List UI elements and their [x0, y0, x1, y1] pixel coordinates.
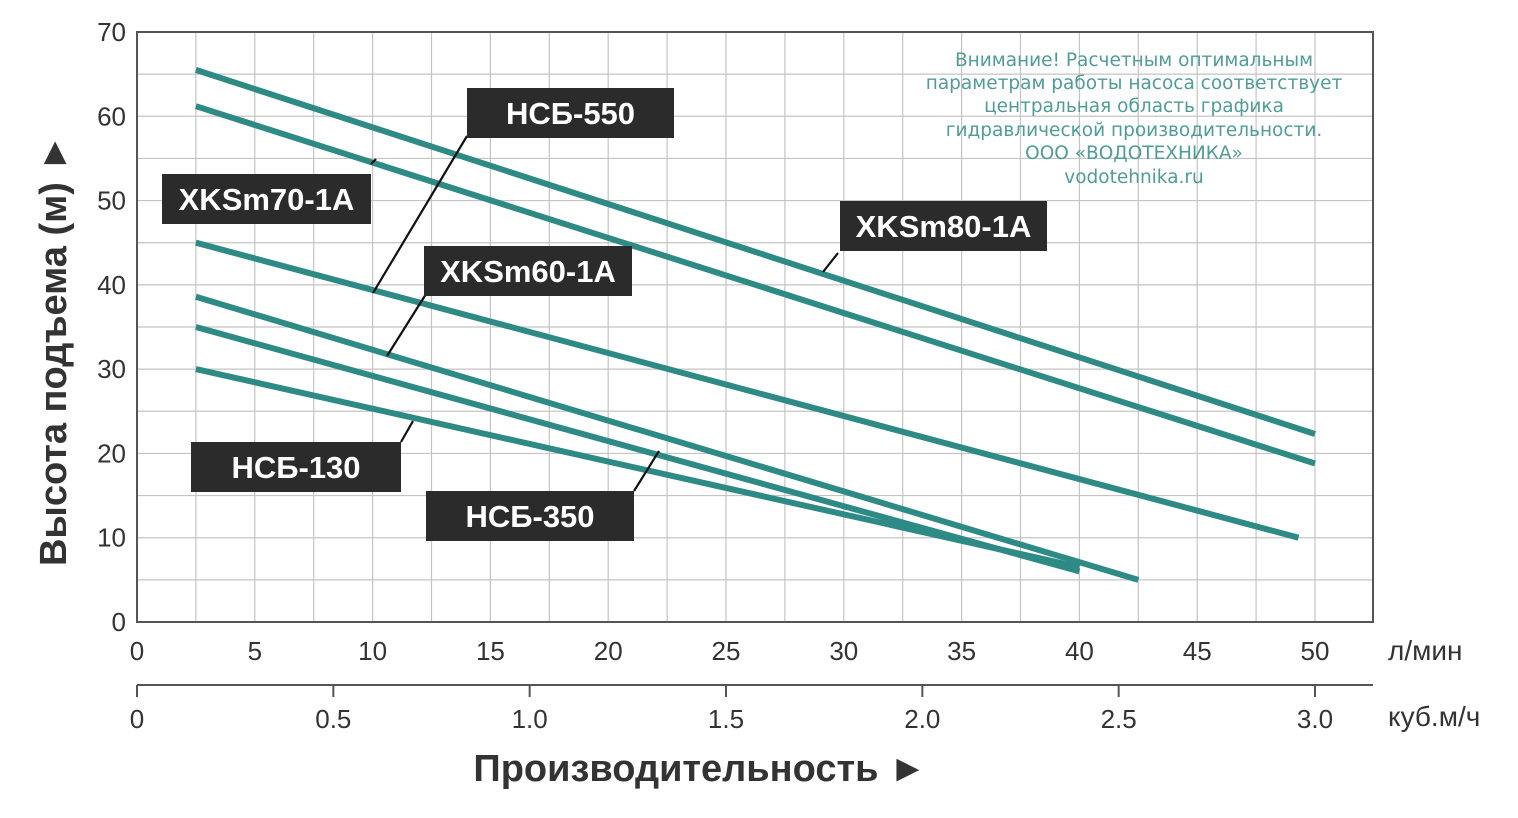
notice-line: ООО «ВОДОТЕХНИКА» — [1025, 143, 1243, 164]
series-line — [195, 293, 1140, 583]
x-tick-label: 35 — [947, 636, 976, 666]
secondary-x-tick-label: 2.5 — [1101, 704, 1137, 734]
series-label: HCБ-130 — [231, 450, 360, 485]
secondary-x-tick-label: 2.0 — [904, 704, 940, 734]
series-line — [195, 366, 1081, 571]
y-tick-label: 30 — [97, 354, 126, 384]
series-label: XKSm70-1A — [179, 182, 355, 217]
secondary-x-axis-ticks: 0 0.5 1.0 1.5 2.0 2.5 3.0 — [130, 685, 1333, 734]
y-tick-label: 50 — [97, 186, 126, 216]
x-tick-label: 15 — [476, 636, 505, 666]
x-tick-label: 5 — [248, 636, 262, 666]
x-tick-label: 45 — [1183, 636, 1212, 666]
notice-line: vodotehnika.ru — [1064, 167, 1204, 188]
series-label-box — [424, 246, 632, 296]
x-tick-label: 0 — [130, 636, 144, 666]
x-axis-title: Производительность ► — [473, 748, 926, 790]
series-label: HCБ-550 — [506, 96, 635, 131]
series-label-leader — [633, 450, 660, 492]
series-label-box — [840, 201, 1047, 251]
y-axis-ticks: 0 10 20 30 40 50 60 70 — [97, 17, 126, 637]
label-leader-lines — [370, 135, 839, 492]
series-line — [195, 239, 1300, 541]
secondary-x-tick-label: 3.0 — [1297, 704, 1333, 734]
series-label-leader — [400, 420, 414, 443]
x-unit-secondary: куб.м/ч — [1388, 701, 1480, 732]
series-label-leader — [386, 293, 427, 357]
x-tick-label: 25 — [712, 636, 741, 666]
x-tick-label: 30 — [829, 636, 858, 666]
y-tick-label: 0 — [112, 607, 126, 637]
series-label: XKSm60-1A — [440, 254, 616, 289]
x-tick-label: 10 — [358, 636, 387, 666]
series-lines — [194, 67, 1316, 583]
x-unit-primary: л/мин — [1388, 635, 1462, 666]
y-tick-label: 40 — [97, 270, 126, 300]
notice-annotation: Внимание! Расчетным оптимальным параметр… — [926, 50, 1343, 188]
series-label-box — [426, 491, 634, 541]
series-label-box — [162, 174, 371, 224]
secondary-x-tick-label: 0 — [130, 704, 144, 734]
series-label-box — [467, 88, 674, 138]
y-tick-label: 10 — [97, 523, 126, 553]
x-axis-ticks: 0 5 10 15 20 25 30 35 40 45 50 — [130, 636, 1330, 666]
y-axis-title: Высота подъема (м) ► — [33, 134, 75, 566]
notice-line: параметрам работы насоса соответствует — [926, 73, 1343, 94]
series-line — [194, 67, 1316, 437]
y-tick-label: 70 — [97, 17, 126, 47]
series-labels: XKSm80-1A HCБ-550 XKSm60-1A XKSm70-1A HCБ-35… — [162, 88, 1047, 541]
secondary-x-tick-label: 0.5 — [315, 704, 351, 734]
notice-line: гидравлической производительности. — [946, 120, 1322, 141]
series-label-leader — [372, 135, 468, 294]
series-label-leader — [370, 158, 377, 165]
series-line — [195, 324, 1081, 575]
series-line — [194, 103, 1316, 467]
x-tick-label: 50 — [1301, 636, 1330, 666]
y-tick-label: 60 — [97, 101, 126, 131]
secondary-x-tick-label: 1.0 — [512, 704, 548, 734]
series-label: HCБ-350 — [465, 499, 594, 534]
series-label: XKSm80-1A — [856, 209, 1032, 244]
series-label-box — [191, 442, 401, 492]
plot-frame — [136, 31, 1374, 623]
notice-line: центральная область графика — [984, 96, 1284, 117]
x-tick-label: 20 — [594, 636, 623, 666]
y-tick-label: 20 — [97, 438, 126, 468]
secondary-x-tick-label: 1.5 — [708, 704, 744, 734]
notice-line: Внимание! Расчетным оптимальным — [955, 50, 1313, 71]
series-label-leader — [822, 252, 839, 273]
x-tick-label: 40 — [1065, 636, 1094, 666]
